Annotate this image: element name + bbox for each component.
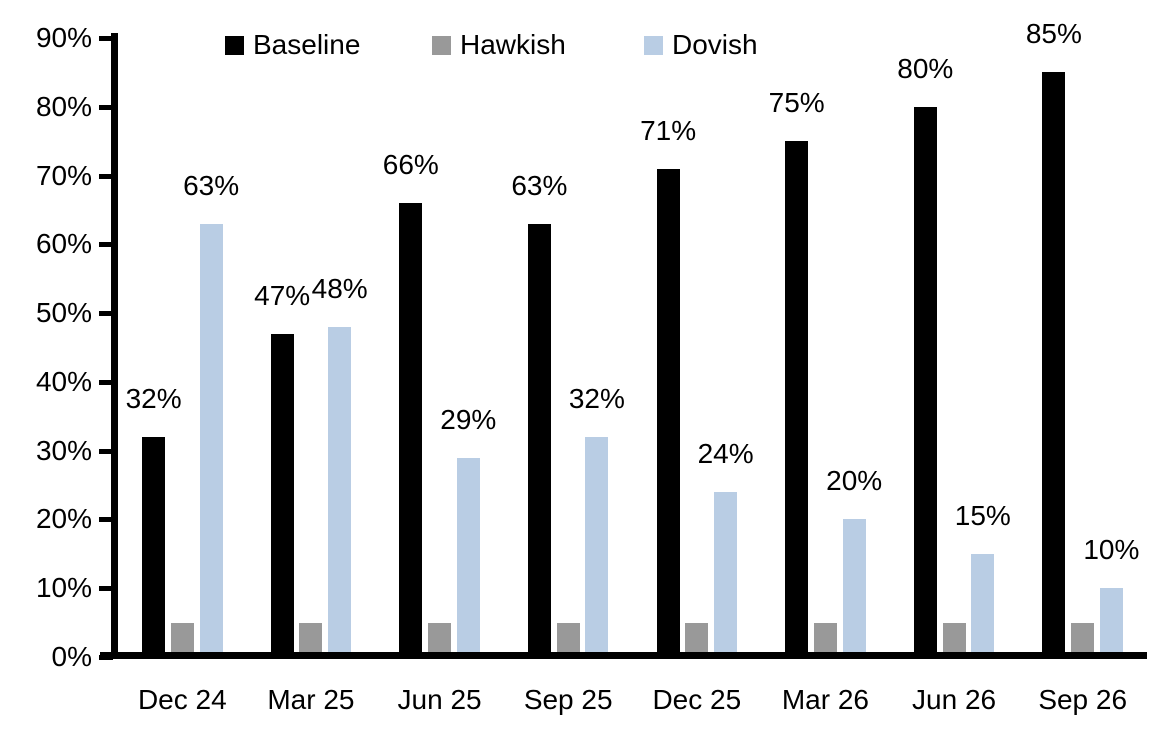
hawkish-bar bbox=[685, 622, 709, 652]
legend-item-hawkish: Hawkish bbox=[432, 28, 566, 62]
y-tick-label: 0% bbox=[51, 641, 92, 672]
baseline-bar bbox=[913, 106, 937, 652]
y-tick bbox=[99, 173, 113, 179]
y-tick bbox=[99, 448, 113, 454]
y-tick-label: 80% bbox=[35, 90, 92, 122]
y-tick bbox=[99, 311, 113, 317]
baseline-data-label: 63% bbox=[511, 169, 568, 201]
legend: Baseline Hawkish Dovish bbox=[0, 0, 1152, 70]
dovish-swatch-icon bbox=[644, 35, 663, 55]
x-category-label: Jun 26 bbox=[912, 684, 997, 715]
dovish-bar bbox=[1099, 588, 1123, 652]
y-tick bbox=[99, 655, 113, 660]
y-tick bbox=[99, 517, 113, 523]
dovish-data-label: 24% bbox=[697, 437, 754, 469]
x-category-label: Mar 25 bbox=[267, 684, 355, 715]
baseline-swatch-icon bbox=[225, 35, 244, 55]
y-tick bbox=[99, 104, 113, 110]
baseline-data-label: 32% bbox=[125, 382, 182, 414]
x-category-label: Dec 24 bbox=[137, 684, 227, 715]
y-tick bbox=[99, 242, 113, 248]
baseline-bar bbox=[142, 436, 166, 652]
y-tick-label: 20% bbox=[35, 503, 92, 535]
baseline-bar bbox=[270, 333, 294, 652]
x-category-label: Sep 26 bbox=[1038, 684, 1128, 715]
y-tick-label: 10% bbox=[35, 572, 92, 604]
baseline-bar bbox=[399, 203, 423, 652]
x-category-label: Mar 26 bbox=[781, 684, 869, 715]
legend-item-dovish: Dovish bbox=[644, 28, 758, 62]
hawkish-swatch-icon bbox=[432, 35, 451, 55]
y-tick-label: 60% bbox=[35, 228, 92, 260]
baseline-data-label: 85% bbox=[1025, 18, 1082, 50]
dovish-bar bbox=[714, 491, 738, 652]
dovish-bar bbox=[971, 553, 995, 652]
dovish-data-label: 20% bbox=[826, 465, 883, 497]
y-tick-label: 30% bbox=[35, 434, 92, 466]
baseline-data-label: 71% bbox=[640, 114, 697, 146]
dovish-bar bbox=[842, 519, 866, 652]
y-tick-label: 40% bbox=[35, 365, 92, 397]
hawkish-bar bbox=[428, 622, 452, 652]
x-category-label: Jun 25 bbox=[397, 684, 482, 715]
y-tick bbox=[99, 586, 113, 592]
hawkish-bar bbox=[170, 622, 194, 652]
y-tick bbox=[99, 379, 113, 385]
baseline-data-label: 66% bbox=[382, 149, 439, 181]
hawkish-bar bbox=[813, 622, 837, 652]
baseline-bar bbox=[656, 168, 680, 652]
dovish-data-label: 63% bbox=[183, 169, 240, 201]
dovish-bar bbox=[328, 326, 352, 652]
y-tick-label: 50% bbox=[35, 297, 92, 329]
dovish-bar bbox=[585, 436, 609, 652]
baseline-data-label: 75% bbox=[768, 87, 825, 119]
legend-item-baseline: Baseline bbox=[225, 28, 360, 62]
legend-label-baseline: Baseline bbox=[253, 29, 361, 60]
dovish-data-label: 15% bbox=[954, 499, 1011, 531]
y-tick-label: 70% bbox=[35, 159, 92, 191]
dovish-bar bbox=[199, 223, 223, 652]
hawkish-bar bbox=[556, 622, 580, 652]
x-category-label: Sep 25 bbox=[523, 684, 613, 715]
dovish-data-label: 32% bbox=[568, 382, 625, 414]
dovish-data-label: 29% bbox=[440, 403, 497, 435]
hawkish-bar bbox=[1071, 622, 1095, 652]
x-category-label: Dec 25 bbox=[652, 684, 742, 715]
y-tick-label: 90% bbox=[35, 22, 92, 53]
y-tick bbox=[99, 36, 113, 41]
hawkish-bar bbox=[942, 622, 966, 652]
baseline-data-label: 47% bbox=[254, 279, 311, 311]
legend-label-hawkish: Hawkish bbox=[460, 29, 566, 60]
x-axis bbox=[100, 652, 1147, 659]
y-axis bbox=[111, 33, 118, 659]
baseline-bar bbox=[785, 141, 809, 652]
legend-label-dovish: Dovish bbox=[672, 29, 758, 60]
baseline-data-label: 80% bbox=[897, 52, 954, 84]
baseline-bar bbox=[1042, 72, 1066, 652]
baseline-bar bbox=[527, 223, 551, 652]
dovish-data-label: 10% bbox=[1083, 534, 1140, 566]
hawkish-bar bbox=[299, 622, 323, 652]
dovish-data-label: 48% bbox=[311, 272, 368, 304]
dovish-bar bbox=[456, 457, 480, 652]
